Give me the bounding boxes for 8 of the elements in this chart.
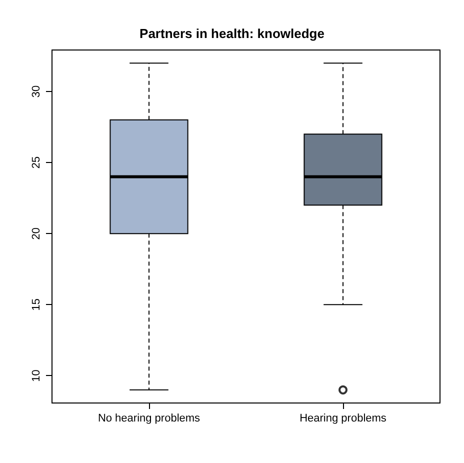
y-tick-label: 25 bbox=[30, 156, 42, 169]
y-tick-label: 20 bbox=[30, 227, 42, 240]
x-tick-label: No hearing problems bbox=[98, 412, 201, 424]
chart-title: Partners in health: knowledge bbox=[140, 26, 324, 41]
y-tick-label: 30 bbox=[30, 85, 42, 98]
y-tick-label: 10 bbox=[30, 370, 42, 382]
y-tick-label: 15 bbox=[30, 298, 42, 311]
x-tick-label: Hearing problems bbox=[300, 412, 387, 424]
